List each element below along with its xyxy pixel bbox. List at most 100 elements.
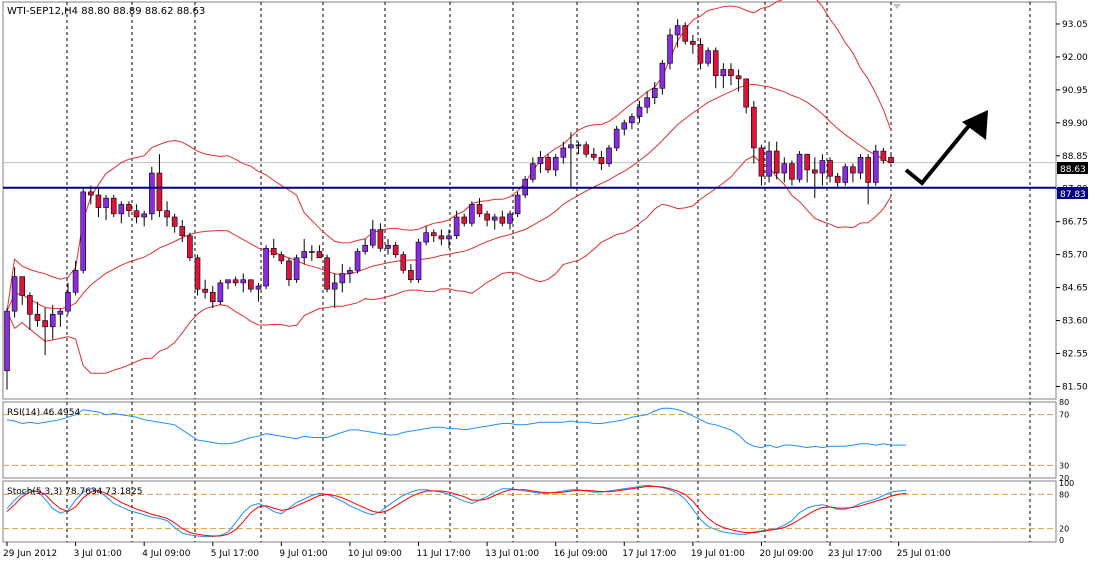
candle-7 bbox=[57, 307, 64, 327]
candle-body-down bbox=[270, 248, 277, 255]
candle-35 bbox=[270, 238, 277, 258]
candle-body-down bbox=[499, 216, 506, 224]
candle-70 bbox=[537, 151, 544, 174]
candle-body-down bbox=[545, 157, 551, 171]
candle-body-up bbox=[613, 128, 620, 149]
candle-8 bbox=[65, 282, 71, 315]
candle-5 bbox=[42, 307, 48, 356]
candle-107 bbox=[819, 154, 826, 186]
candle-body-up bbox=[575, 144, 582, 147]
candle-body-down bbox=[316, 251, 323, 259]
candle-51 bbox=[392, 242, 399, 258]
candle-58 bbox=[446, 229, 452, 249]
candle-71 bbox=[545, 154, 551, 174]
candle-20 bbox=[156, 154, 163, 217]
candle-64 bbox=[491, 213, 498, 230]
candle-body-up bbox=[225, 279, 231, 284]
time-tick-label: 10 Jul 09:00 bbox=[348, 549, 402, 559]
last-price-box bbox=[1057, 162, 1088, 174]
candle-body-down bbox=[95, 194, 102, 208]
candle-body-down bbox=[690, 40, 696, 45]
candle-40 bbox=[309, 245, 315, 261]
candle-body-down bbox=[110, 197, 117, 215]
price-panel: WTI-SEP12,H4 88.80 88.89 88.62 88.63 93.… bbox=[2, 0, 1088, 400]
scroll-marker bbox=[893, 4, 901, 9]
rsi-line bbox=[6, 407, 907, 449]
rsi-title: RSI(14) 46.4954 bbox=[7, 408, 80, 418]
candle-52 bbox=[400, 251, 407, 274]
price-tick-label: 86.75 bbox=[1062, 218, 1088, 228]
candle-body-down bbox=[324, 257, 330, 290]
price-tick-label: 92.00 bbox=[1062, 53, 1088, 63]
candle-body-down bbox=[728, 69, 734, 77]
candle-body-up bbox=[621, 122, 628, 130]
price-tick-label: 83.60 bbox=[1062, 317, 1088, 327]
candle-body-up bbox=[118, 204, 125, 215]
candle-body-down bbox=[827, 160, 833, 177]
candle-112 bbox=[857, 154, 864, 180]
candle-86 bbox=[659, 60, 666, 95]
candle-78 bbox=[598, 151, 605, 170]
candle-body-up bbox=[796, 153, 803, 180]
candle-92 bbox=[705, 47, 711, 67]
candle-body-up bbox=[339, 273, 346, 284]
candle-body-down bbox=[598, 157, 605, 164]
candle-body-down bbox=[476, 204, 483, 215]
candle-body-down bbox=[789, 163, 795, 180]
candle-body-down bbox=[888, 157, 894, 163]
candle-body-up bbox=[667, 34, 673, 64]
candle-body-up bbox=[720, 69, 727, 77]
candle-body-up bbox=[72, 270, 79, 293]
candle-body-up bbox=[659, 62, 666, 89]
candle-108 bbox=[827, 157, 833, 183]
candle-34 bbox=[263, 245, 269, 290]
up-arrow-head bbox=[962, 110, 988, 140]
candle-30 bbox=[232, 276, 239, 287]
candle-77 bbox=[590, 147, 597, 161]
candle-97 bbox=[743, 78, 750, 114]
candle-81 bbox=[621, 119, 628, 136]
candle-body-up bbox=[629, 116, 635, 124]
candle-13 bbox=[103, 195, 109, 221]
candle-27 bbox=[209, 286, 216, 308]
up-arrow-annotation bbox=[904, 120, 974, 186]
candle-104 bbox=[796, 151, 803, 183]
candle-29 bbox=[225, 279, 231, 290]
price-tick-label: 90.95 bbox=[1062, 86, 1088, 96]
candle-38 bbox=[293, 254, 300, 283]
candle-47 bbox=[362, 238, 368, 255]
candle-25 bbox=[194, 254, 201, 296]
candle-80 bbox=[613, 125, 620, 152]
candle-28 bbox=[217, 279, 224, 305]
candle-body-up bbox=[49, 313, 56, 328]
candle-body-down bbox=[202, 288, 208, 293]
candle-113 bbox=[865, 154, 871, 205]
candle-body-down bbox=[811, 169, 818, 174]
candle-body-up bbox=[552, 157, 559, 171]
candle-115 bbox=[880, 147, 887, 164]
candle-body-up bbox=[217, 282, 224, 303]
stoch-panel: Stoch(5,3,3) 78.7634 73.1825 100 80 20 0 bbox=[2, 479, 1074, 545]
price-vertical-grid bbox=[66, 2, 1031, 399]
stoch-title: Stoch(5,3,3) 78.7634 73.1825 bbox=[7, 487, 142, 497]
candle-body-down bbox=[880, 150, 887, 161]
candle-82 bbox=[629, 113, 635, 130]
stoch-signal-line bbox=[6, 485, 907, 537]
candle-body-down bbox=[438, 235, 445, 240]
candle-72 bbox=[552, 154, 559, 177]
candle-69 bbox=[530, 157, 536, 183]
time-tick-label: 3 Jul 01:00 bbox=[74, 549, 123, 559]
candle-66 bbox=[507, 210, 513, 230]
candle-body-up bbox=[674, 25, 681, 36]
candle-body-up bbox=[514, 194, 521, 215]
price-tick-label: 88.85 bbox=[1062, 152, 1088, 162]
candle-26 bbox=[202, 279, 208, 299]
candle-body-up bbox=[857, 157, 864, 174]
candle-body-up bbox=[651, 88, 658, 99]
candle-12 bbox=[95, 188, 102, 217]
candle-102 bbox=[781, 157, 788, 183]
candle-1 bbox=[11, 267, 18, 318]
time-tick-label: 5 Jul 17:00 bbox=[211, 549, 260, 559]
candle-103 bbox=[789, 160, 795, 186]
candle-body-up bbox=[842, 166, 849, 183]
